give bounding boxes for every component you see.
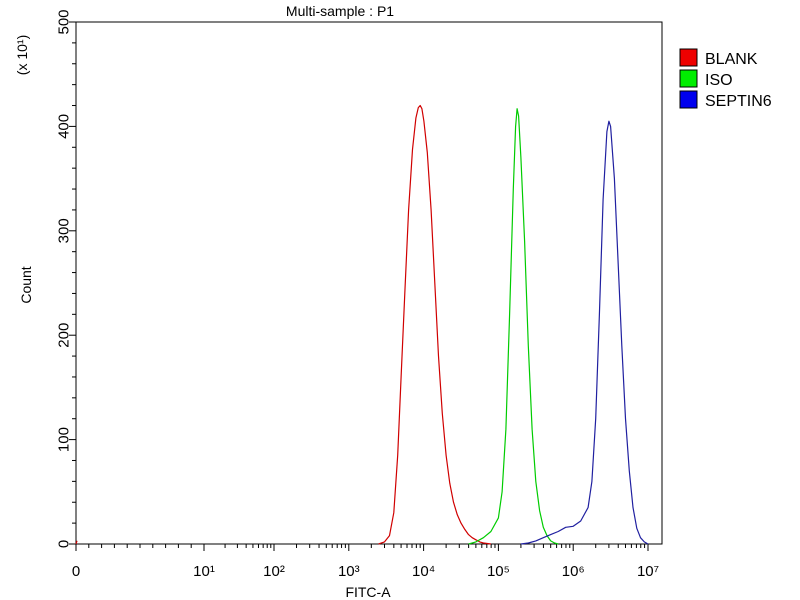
y-axis-title: Count	[18, 266, 34, 303]
y-tick-label: 300	[56, 218, 73, 243]
x-tick-label: 10⁶	[562, 563, 585, 580]
legend-label-iso: ISO	[705, 72, 733, 89]
x-tick-label: 10⁵	[487, 563, 510, 580]
legend-swatch-iso	[679, 69, 698, 88]
x-tick-label: 0	[72, 563, 80, 580]
x-tick-label: 10⁴	[412, 563, 435, 580]
x-axis-ticks: 0 10¹ 10² 10³ 10⁴ 10⁵ 10⁶ 10⁷	[72, 544, 659, 580]
x-tick-label: 10²	[263, 563, 285, 580]
chart-title: Multi-sample : P1	[286, 3, 394, 19]
y-tick-label: 200	[56, 323, 73, 348]
series-line-blank	[378, 104, 491, 545]
baseline-blip-near-zero	[75, 540, 78, 545]
x-axis-title: FITC-A	[345, 584, 391, 600]
x-tick-label: 10³	[338, 563, 360, 580]
y-tick-label: 400	[56, 114, 73, 139]
legend-label-septin6: SEPTIN6	[705, 93, 772, 110]
plot-area-frame	[75, 21, 663, 545]
y-axis-multiplier: (x 10¹)	[14, 35, 30, 75]
y-tick-label: 500	[56, 9, 73, 34]
series-line-septin6	[520, 120, 649, 545]
y-tick-label: 100	[56, 427, 73, 452]
y-axis-ticks: 0 100 200 300 400 500	[56, 9, 76, 548]
legend-swatch-blank	[679, 48, 698, 67]
x-tick-label: 10¹	[193, 563, 215, 580]
series-line-iso	[468, 108, 559, 545]
x-tick-label: 10⁷	[637, 563, 659, 580]
series-layer	[75, 104, 649, 545]
legend-swatch-septin6	[679, 90, 698, 109]
legend: BLANK ISO SEPTIN6	[679, 48, 772, 110]
legend-label-blank: BLANK	[705, 51, 758, 68]
y-tick-label: 0	[56, 540, 73, 548]
